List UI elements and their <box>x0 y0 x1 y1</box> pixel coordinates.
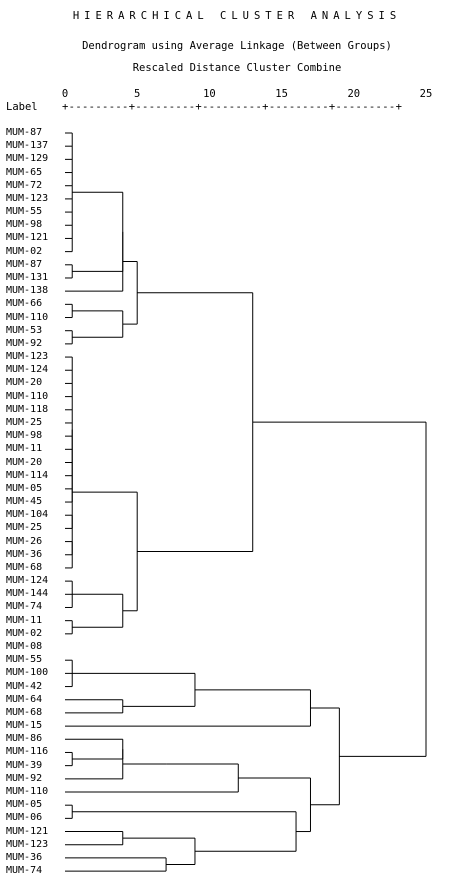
scale-tick-5: 5 <box>134 88 141 100</box>
scale-tick-0: 0 <box>61 88 69 100</box>
leaf-label: MUM-11 <box>6 614 43 626</box>
leaf-label: MUM-92 <box>6 337 43 349</box>
leaf-label: MUM-55 <box>6 654 43 666</box>
leaf-label: MUM-86 <box>6 733 43 745</box>
scale-tick-20: 20 <box>347 88 361 100</box>
leaf-label: MUM-137 <box>6 140 49 152</box>
leaf-label: MUM-64 <box>6 693 43 705</box>
leaf-label: MUM-98 <box>6 430 43 442</box>
leaf-label: MUM-68 <box>6 706 43 718</box>
scale-tick-25: 25 <box>419 88 433 100</box>
leaf-label: MUM-25 <box>6 522 43 534</box>
chart-subtitle-distance: Rescaled Distance Cluster Combine <box>132 62 342 74</box>
scale-tick-15: 15 <box>275 88 288 100</box>
label-column-header: Label <box>6 101 38 113</box>
leaf-label: MUM-66 <box>6 298 43 310</box>
leaf-label: MUM-129 <box>6 153 49 165</box>
leaf-label: MUM-36 <box>6 548 43 560</box>
scale-tick-10: 10 <box>203 88 216 100</box>
leaf-label: MUM-124 <box>6 575 49 587</box>
leaf-label: MUM-05 <box>6 799 43 811</box>
chart-subtitle-method: Dendrogram using Average Linkage (Betwee… <box>82 40 392 52</box>
leaf-label: MUM-138 <box>6 285 49 297</box>
distance-ruler: +---------+---------+---------+---------… <box>62 101 403 113</box>
leaf-label: MUM-110 <box>6 786 49 797</box>
leaf-label: MUM-65 <box>6 166 43 178</box>
leaf-label: MUM-68 <box>6 561 43 573</box>
leaf-label: MUM-118 <box>6 403 49 415</box>
leaf-label: MUM-124 <box>6 364 49 376</box>
leaf-label: MUM-144 <box>6 588 49 600</box>
leaf-label: MUM-42 <box>6 680 43 692</box>
leaf-label: MUM-87 <box>6 127 43 138</box>
leaf-label: MUM-45 <box>6 496 43 508</box>
leaf-label: MUM-123 <box>6 838 49 850</box>
leaf-label: MUM-123 <box>6 192 49 204</box>
leaf-label: MUM-15 <box>6 720 43 732</box>
leaf-label: MUM-116 <box>6 746 49 758</box>
leaf-label: MUM-121 <box>6 825 49 837</box>
leaf-label: MUM-20 <box>6 456 43 468</box>
leaf-label: MUM-74 <box>6 865 43 877</box>
leaf-label: MUM-104 <box>6 509 49 521</box>
leaf-label: MUM-06 <box>6 812 43 824</box>
leaf-label: MUM-02 <box>6 245 43 257</box>
leaf-label: MUM-121 <box>6 232 49 244</box>
leaf-label: MUM-36 <box>6 851 43 863</box>
leaf-label: MUM-110 <box>6 311 49 323</box>
chart-title: HIERARCHICAL CLUSTER ANALYSIS <box>72 10 402 22</box>
leaf-label: MUM-87 <box>6 258 43 270</box>
leaf-label: MUM-11 <box>6 443 43 455</box>
leaf-label: MUM-100 <box>6 667 49 679</box>
leaf-label: MUM-08 <box>6 641 43 653</box>
leaf-label: MUM-123 <box>6 351 49 363</box>
leaf-label: MUM-131 <box>6 271 49 283</box>
leaf-label: MUM-39 <box>6 759 43 771</box>
leaf-label: MUM-92 <box>6 772 43 784</box>
leaf-label: MUM-114 <box>6 469 49 481</box>
leaf-label: MUM-110 <box>6 390 49 402</box>
leaf-label: MUM-53 <box>6 324 43 336</box>
leaf-label: MUM-02 <box>6 627 43 639</box>
leaf-label: MUM-72 <box>6 179 43 191</box>
leaf-label: MUM-55 <box>6 206 43 218</box>
leaf-label: MUM-05 <box>6 482 43 494</box>
leaf-label: MUM-26 <box>6 535 43 547</box>
leaf-label: MUM-98 <box>6 219 43 231</box>
leaf-label: MUM-25 <box>6 416 43 428</box>
leaf-label: MUM-20 <box>6 377 43 389</box>
leaf-label: MUM-74 <box>6 601 43 613</box>
